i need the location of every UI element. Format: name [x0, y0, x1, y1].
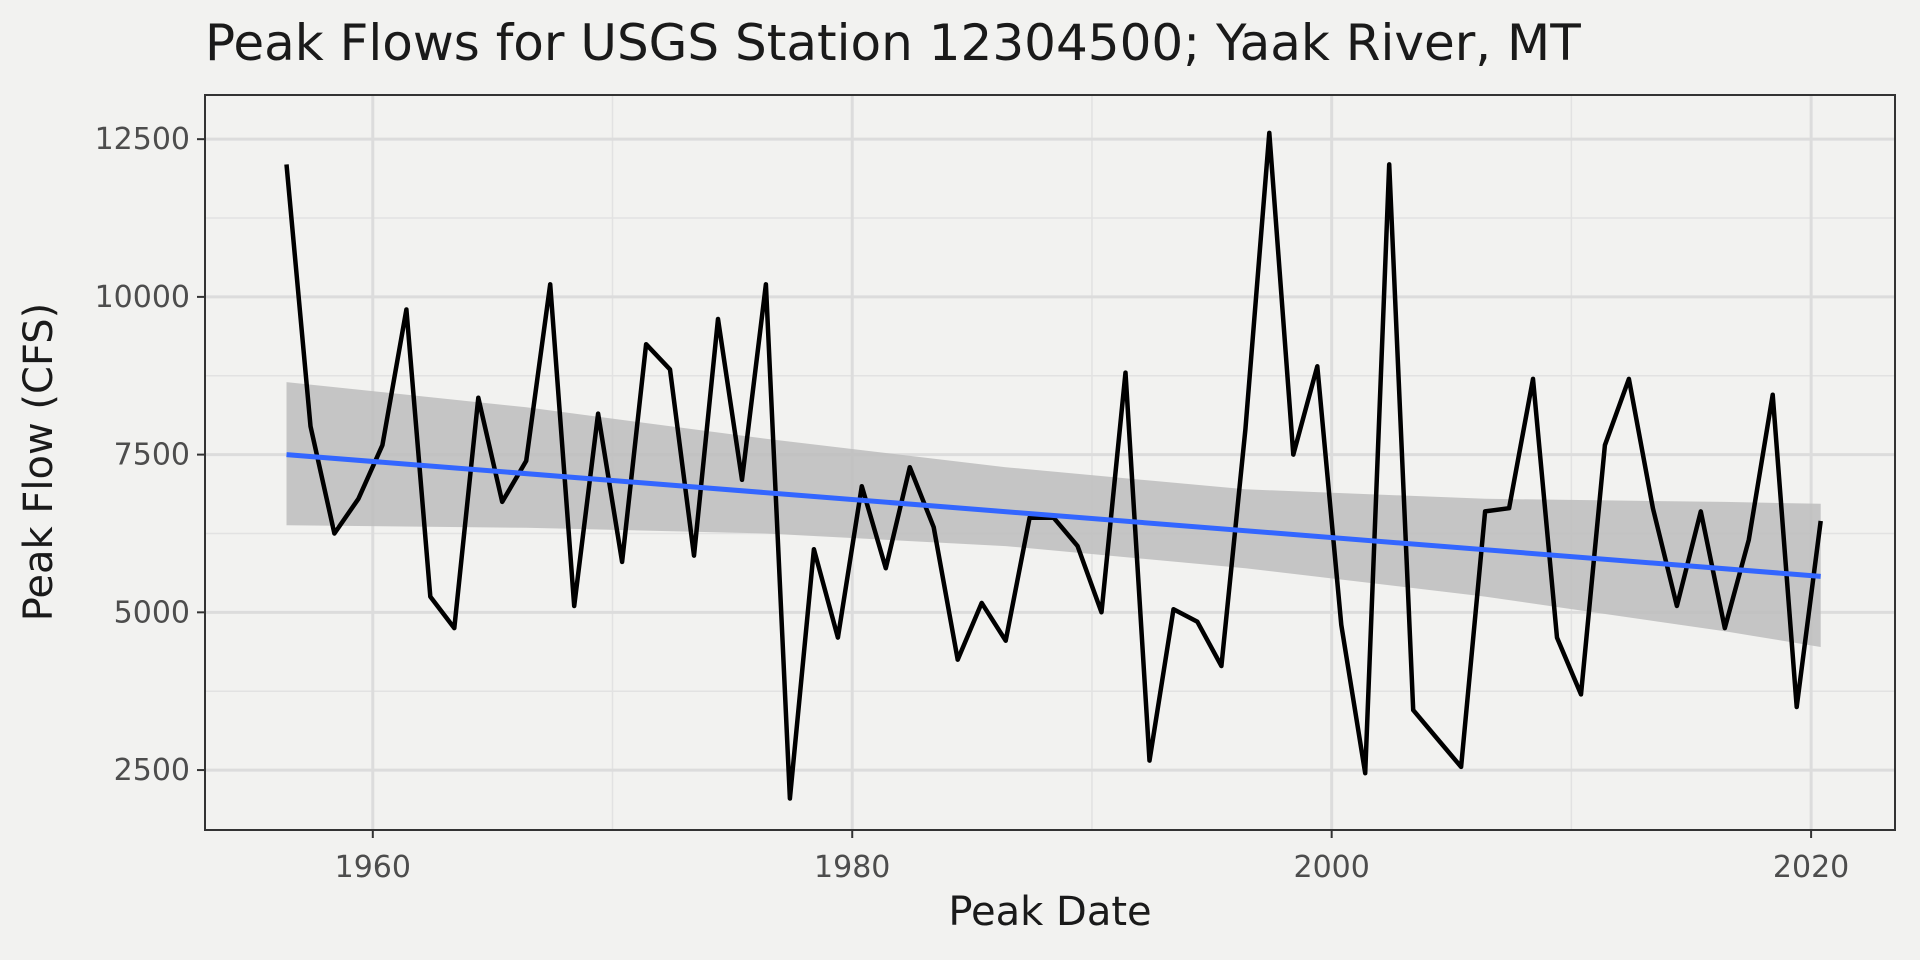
- y-axis-title: Peak Flow (CFS): [16, 303, 62, 622]
- y-tick-label: 7500: [114, 438, 190, 473]
- x-tick-label: 2000: [1293, 850, 1369, 885]
- chart-title: Peak Flows for USGS Station 12304500; Ya…: [205, 14, 1581, 72]
- panel-border: [204, 94, 1896, 831]
- trend-line: [286, 452, 1821, 579]
- x-axis-title: Peak Date: [948, 889, 1151, 935]
- x-tick-label: 2020: [1773, 850, 1849, 885]
- x-axis: 1960 1980 2000 2020: [335, 830, 1849, 885]
- x-tick-label: 1960: [335, 850, 411, 885]
- y-tick-label: 12500: [95, 122, 190, 157]
- y-axis: 2500 5000 7500 10000 12500: [95, 122, 205, 788]
- plot-panel: [204, 94, 1896, 831]
- trend-line-group: [286, 452, 1821, 579]
- x-tick-label: 1980: [814, 850, 890, 885]
- y-tick-label: 10000: [95, 280, 190, 315]
- gridlines: [205, 95, 1895, 830]
- y-tick-label: 2500: [114, 753, 190, 788]
- y-tick-label: 5000: [114, 595, 190, 630]
